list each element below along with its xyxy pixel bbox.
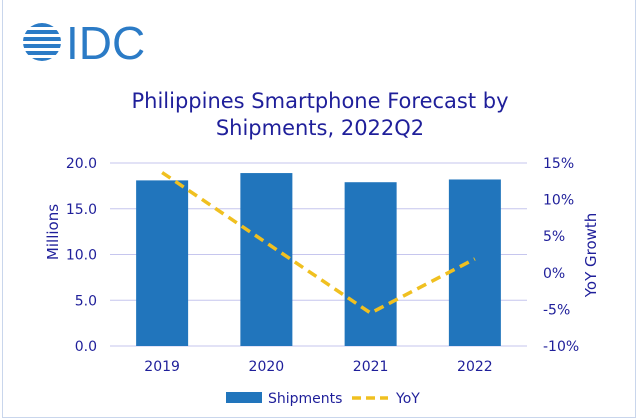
y2-tick-label: 10% [543,193,574,209]
x-tick-label: 2019 [144,359,180,375]
yoy-line [161,171,476,316]
chart-title: Philippines Smartphone Forecast by Shipm… [0,88,640,142]
legend-label-shipments: Shipments [268,391,342,407]
bar-2022 [448,179,501,346]
y-tick-label: 10.0 [66,248,97,264]
title-line-1: Philippines Smartphone Forecast by [131,89,509,113]
y-tick-label: 5.0 [75,293,97,309]
legend-label-yoy: YoY [395,391,420,407]
logo-text: IDC [66,20,145,64]
y2-tick-label: -10% [543,339,579,355]
y2-tick-label: -5% [543,302,570,318]
bar-2020 [240,173,293,346]
y2-axis-label: YoY Growth [582,213,600,299]
legend-swatch-shipments [226,392,262,403]
y2-tick-label: 15% [543,156,574,172]
y-axis-label: Millions [44,204,62,260]
title-line-2: Shipments, 2022Q2 [215,116,425,140]
y2-tick-label: 0% [543,266,565,282]
y2-tick-label: 5% [543,229,565,245]
y-tick-label: 15.0 [66,202,97,218]
bar-2021 [344,182,397,346]
idc-logo: IDC [22,17,162,69]
bar-2019 [136,180,189,346]
y-tick-label: 0.0 [75,339,97,355]
x-tick-label: 2022 [457,359,493,375]
legend: Shipments YoY [226,391,420,407]
x-tick-label: 2020 [249,359,285,375]
x-tick-label: 2021 [353,359,389,375]
y-tick-label: 20.0 [66,156,97,172]
